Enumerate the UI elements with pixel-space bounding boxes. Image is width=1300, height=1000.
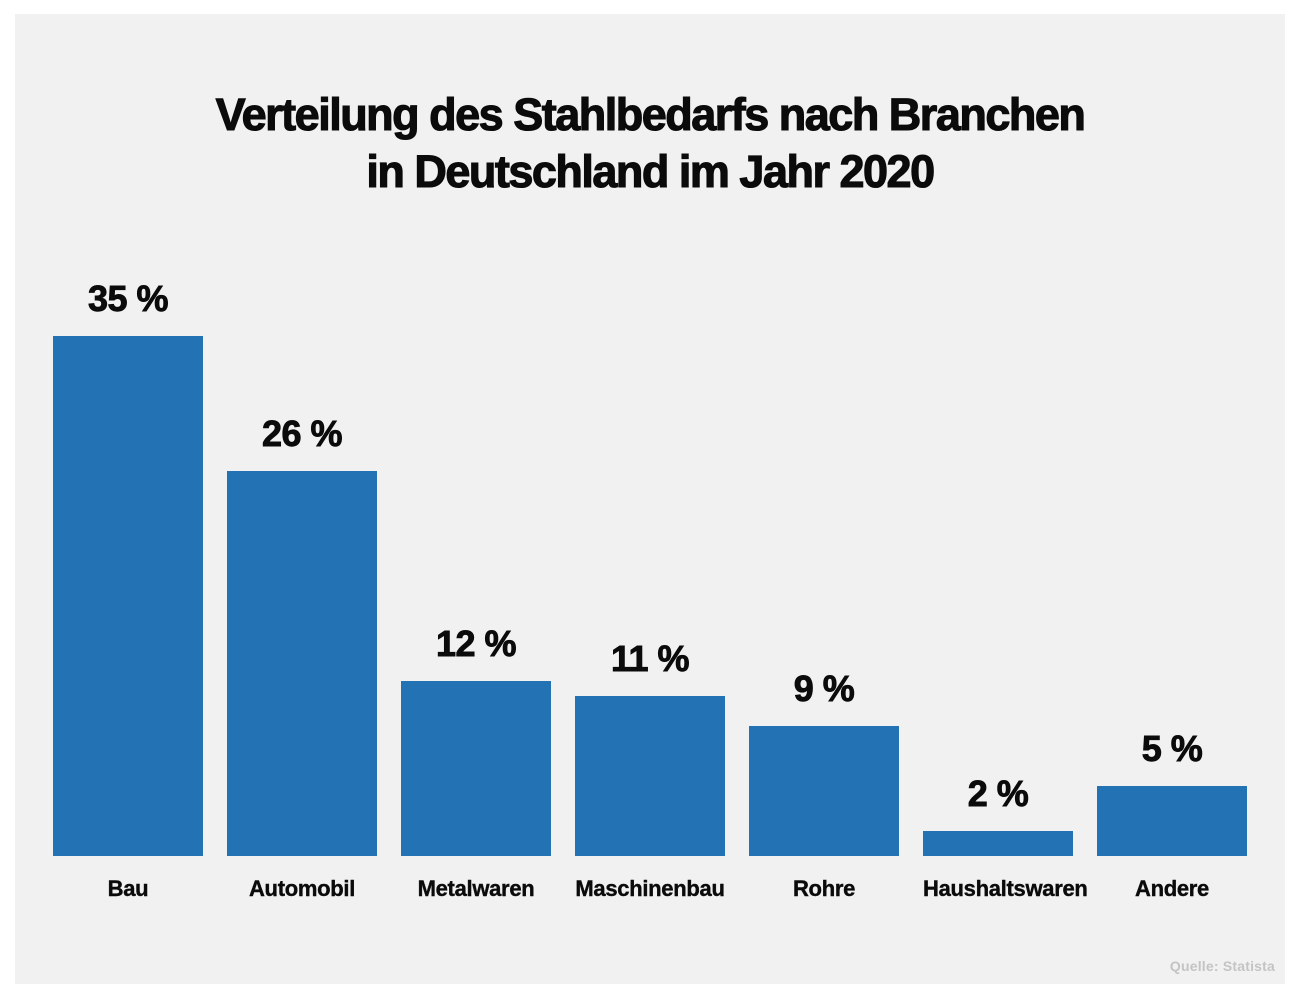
category-label: Bau [107, 876, 149, 901]
category-label: Andere [1135, 876, 1210, 901]
bar-value-label: 5 % [1141, 728, 1203, 769]
bar-column: 5 % [1097, 728, 1247, 856]
bar [575, 696, 725, 856]
bar [53, 336, 203, 856]
bar-value-label: 9 % [793, 668, 855, 709]
source-attribution: Quelle: Statista [1169, 958, 1275, 974]
bar [401, 681, 551, 856]
bar-column: 26 % [227, 413, 377, 856]
bar-value-label: 2 % [967, 773, 1029, 814]
bar [749, 726, 899, 856]
bar-column: 9 % [749, 668, 899, 856]
category-label: Maschinenbau [575, 876, 725, 901]
category-label: Metalwaren [417, 876, 535, 901]
chart-title-line2: in Deutschland im Jahr 2020 [366, 145, 936, 197]
category-label: Automobil [248, 876, 356, 901]
bar-column: 11 % [575, 638, 725, 856]
bar-column: 12 % [401, 623, 551, 856]
bar [1097, 786, 1247, 856]
bar [923, 831, 1073, 856]
bar-column: 35 % [53, 278, 203, 856]
chart-title-line1: Verteilung des Stahlbedarfs nach Branche… [215, 88, 1086, 140]
chart-title: Verteilung des Stahlbedarfs nach Branche… [15, 86, 1285, 200]
bar-value-label: 26 % [261, 413, 343, 454]
bar-value-label: 12 % [435, 623, 517, 664]
category-labels-row: Bau Automobil Metalwaren Maschinenbau Rohre H… [53, 876, 1247, 902]
bar-value-label: 35 % [87, 278, 169, 319]
bar-column: 2 % [923, 773, 1073, 856]
bar-chart: 35 % 26 % 12 % 11 % 9 % 2 % 5 % [53, 278, 1247, 856]
category-label: Haushaltswaren [923, 876, 1088, 901]
bar [227, 471, 377, 856]
bar-value-label: 11 % [610, 638, 690, 679]
category-label: Rohre [792, 876, 856, 901]
infographic-panel: Verteilung des Stahlbedarfs nach Branche… [15, 14, 1285, 984]
